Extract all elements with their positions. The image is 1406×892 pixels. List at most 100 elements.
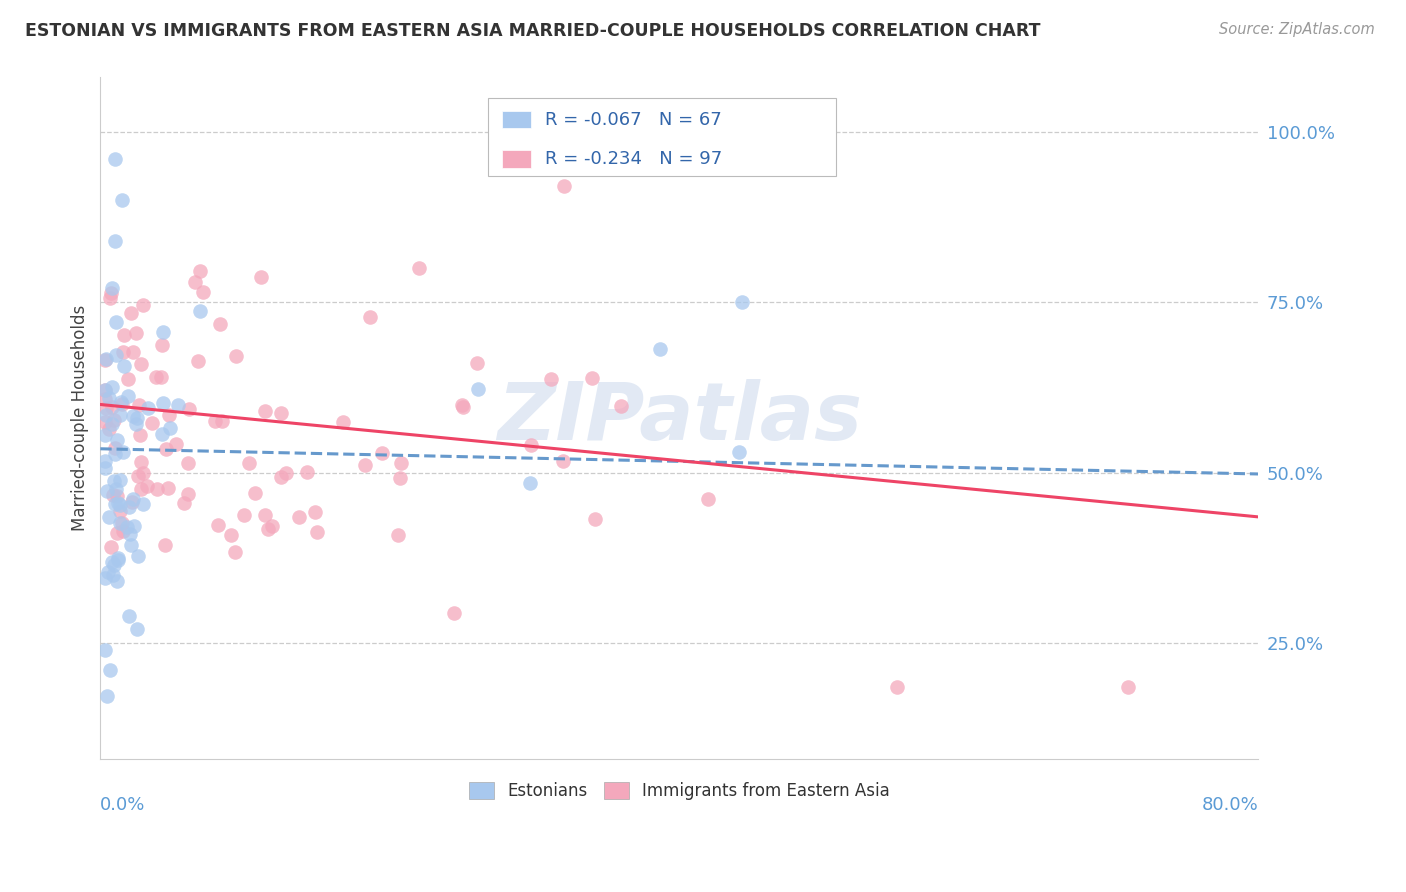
Point	[98, 291, 121, 305]
Text: ZIPatlas: ZIPatlas	[496, 379, 862, 457]
Point	[110, 504, 132, 518]
Point	[249, 270, 271, 285]
Point	[115, 520, 138, 534]
FancyBboxPatch shape	[488, 98, 835, 177]
Point	[96, 483, 118, 498]
Point	[125, 623, 148, 637]
Text: ESTONIAN VS IMMIGRANTS FROM EASTERN ASIA MARRIED-COUPLE HOUSEHOLDS CORRELATION C: ESTONIAN VS IMMIGRANTS FROM EASTERN ASIA…	[25, 22, 1040, 40]
Point	[553, 179, 575, 194]
Point	[131, 467, 153, 481]
Point	[105, 433, 128, 447]
Point	[104, 152, 127, 166]
Point	[156, 482, 179, 496]
Point	[104, 234, 127, 248]
Legend: Estonians, Immigrants from Eastern Asia: Estonians, Immigrants from Eastern Asia	[460, 773, 898, 808]
Point	[97, 510, 120, 524]
Point	[98, 663, 121, 677]
Point	[93, 454, 115, 468]
Point	[104, 447, 127, 461]
Text: Source: ZipAtlas.com: Source: ZipAtlas.com	[1219, 22, 1375, 37]
Point	[107, 553, 129, 567]
Point	[297, 465, 319, 479]
Point	[107, 550, 129, 565]
Point	[128, 428, 150, 442]
Point	[103, 558, 125, 573]
Point	[103, 413, 125, 427]
Point	[270, 406, 292, 420]
Point	[98, 422, 121, 436]
Point	[108, 408, 131, 422]
Point	[107, 496, 129, 510]
Point	[165, 436, 187, 450]
Point	[262, 519, 284, 533]
Point	[149, 370, 172, 384]
Point	[94, 408, 117, 422]
Point	[209, 318, 232, 332]
Point	[105, 348, 128, 362]
Point	[105, 482, 128, 496]
Point	[124, 417, 146, 432]
Point	[551, 453, 574, 467]
Point	[886, 680, 908, 694]
Point	[125, 326, 148, 340]
Point	[117, 389, 139, 403]
Point	[243, 486, 266, 500]
Point	[177, 456, 200, 470]
Text: 80.0%: 80.0%	[1202, 797, 1258, 814]
Point	[105, 489, 128, 503]
Point	[125, 410, 148, 425]
Point	[112, 359, 135, 373]
Point	[254, 508, 277, 523]
Point	[1116, 680, 1139, 694]
Point	[128, 549, 150, 564]
Point	[184, 275, 207, 289]
Point	[101, 567, 124, 582]
Point	[190, 264, 212, 278]
Point	[167, 398, 190, 412]
Point	[127, 469, 149, 483]
Point	[305, 525, 328, 540]
Point	[104, 442, 127, 456]
Point	[389, 456, 412, 470]
Point	[610, 399, 633, 413]
Point	[131, 454, 153, 468]
Point	[94, 383, 117, 397]
Point	[93, 352, 115, 367]
Point	[100, 400, 122, 414]
Point	[155, 442, 177, 456]
Point	[104, 496, 127, 510]
Point	[118, 500, 141, 514]
Point	[110, 474, 132, 488]
Point	[118, 608, 141, 623]
Point	[224, 544, 246, 558]
Point	[111, 516, 134, 530]
Point	[129, 482, 152, 496]
FancyBboxPatch shape	[502, 112, 531, 128]
Point	[120, 538, 142, 552]
Point	[150, 338, 173, 352]
Point	[121, 494, 143, 508]
Point	[408, 261, 430, 276]
Point	[111, 524, 134, 538]
Point	[110, 397, 132, 411]
Point	[103, 474, 125, 488]
Point	[332, 416, 354, 430]
Point	[648, 343, 671, 357]
Point	[101, 380, 124, 394]
Point	[443, 607, 465, 621]
Point	[97, 566, 120, 580]
Point	[96, 689, 118, 703]
Point	[101, 281, 124, 295]
Point	[101, 555, 124, 569]
Point	[93, 428, 115, 442]
Point	[136, 401, 159, 416]
Point	[581, 371, 603, 385]
Point	[152, 325, 174, 339]
Point	[159, 420, 181, 434]
Point	[387, 528, 409, 542]
Point	[93, 572, 115, 586]
Point	[132, 497, 155, 511]
Point	[233, 508, 256, 522]
Point	[136, 479, 159, 493]
Point	[451, 398, 474, 412]
